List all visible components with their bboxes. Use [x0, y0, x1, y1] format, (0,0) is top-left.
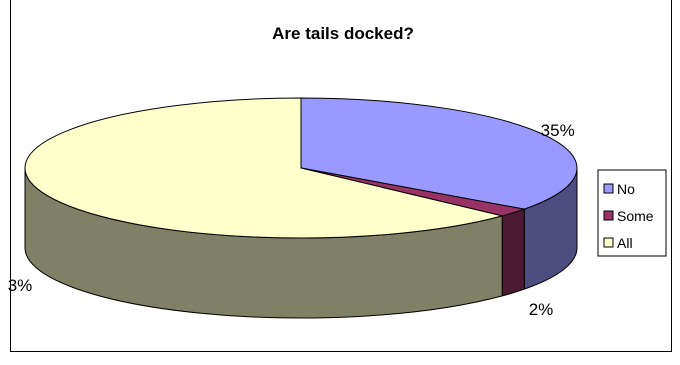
slice-all — [24, 97, 503, 239]
legend-swatch-all — [603, 237, 614, 248]
slice-side-some — [501, 208, 525, 297]
legend-label-all: All — [617, 235, 633, 251]
chart-frame — [10, 0, 672, 352]
data-label-some: 2% — [529, 300, 554, 319]
legend-swatch-some — [603, 210, 614, 221]
chart-title: Are tails docked? — [272, 24, 414, 43]
legend-swatch-no — [603, 183, 614, 194]
legend-label-no: No — [617, 181, 635, 197]
legend-label-some: Some — [617, 208, 654, 224]
legend: No Some All — [597, 169, 667, 257]
pie-data-labels: 35% 2% 3% — [8, 121, 575, 319]
pie-tops — [24, 97, 578, 239]
data-label-no: 35% — [541, 121, 575, 140]
slice-no — [300, 97, 578, 210]
data-label-all: 3% — [8, 276, 33, 295]
